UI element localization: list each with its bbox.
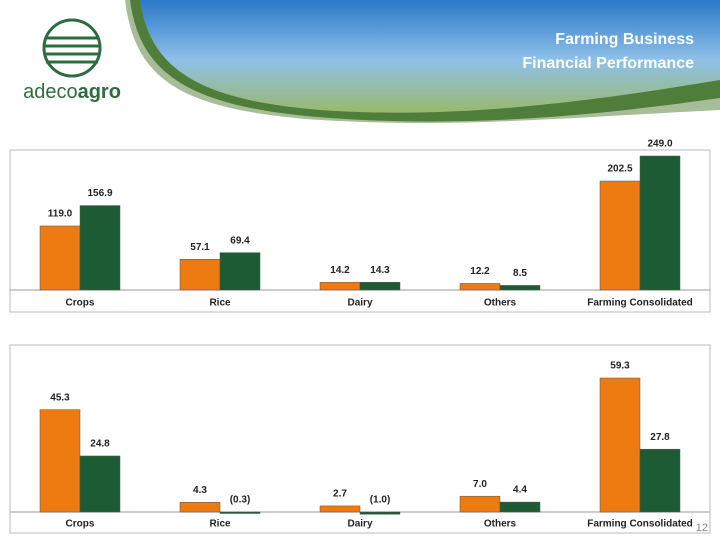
x-tick-label: Rice bbox=[209, 519, 231, 530]
bar bbox=[219, 252, 261, 291]
bar bbox=[359, 511, 401, 515]
value-label: 156.9 bbox=[87, 188, 112, 199]
bar bbox=[459, 283, 501, 291]
bar bbox=[39, 225, 81, 291]
value-label: 2.7 bbox=[333, 489, 347, 500]
value-label: 8.5 bbox=[513, 268, 527, 279]
value-label: 119.0 bbox=[48, 209, 73, 220]
page-number: 12 bbox=[696, 522, 708, 534]
value-label: 4.3 bbox=[193, 485, 207, 496]
value-label: 57.1 bbox=[190, 242, 210, 253]
x-tick-label: Rice bbox=[209, 298, 231, 309]
bar bbox=[79, 205, 121, 291]
x-tick-label: Others bbox=[484, 519, 517, 530]
bar bbox=[599, 377, 641, 513]
bar bbox=[219, 511, 261, 514]
value-label: 4.4 bbox=[513, 485, 527, 496]
logo-mark bbox=[42, 18, 102, 78]
value-label: 59.3 bbox=[610, 361, 630, 372]
slide-title: Financial Performance bbox=[522, 55, 694, 72]
value-label: 249.0 bbox=[647, 139, 672, 150]
value-label: 14.2 bbox=[330, 265, 350, 276]
bar bbox=[79, 455, 121, 513]
value-label: 12.2 bbox=[470, 266, 490, 277]
value-label: 14.3 bbox=[370, 265, 390, 276]
x-tick-label: Dairy bbox=[347, 519, 372, 530]
value-label: 7.0 bbox=[473, 479, 487, 490]
bar bbox=[359, 282, 401, 291]
slide-title: Farming Business bbox=[555, 31, 694, 48]
bar bbox=[179, 259, 221, 291]
bar bbox=[599, 180, 641, 291]
bar bbox=[39, 409, 81, 513]
value-label: 24.8 bbox=[90, 439, 110, 450]
value-label: 45.3 bbox=[50, 392, 70, 403]
value-label: (0.3) bbox=[230, 495, 251, 506]
logo-part: agro bbox=[78, 81, 121, 103]
bar bbox=[499, 501, 541, 513]
x-tick-label: Farming Consolidated bbox=[587, 298, 693, 309]
bar bbox=[179, 502, 221, 513]
bar bbox=[459, 495, 501, 513]
bar bbox=[319, 282, 361, 291]
x-tick-label: Crops bbox=[66, 298, 95, 309]
bar bbox=[639, 448, 681, 513]
value-label: 27.8 bbox=[650, 432, 670, 443]
logo-text: adecoagro bbox=[23, 81, 121, 103]
x-tick-label: Crops bbox=[66, 519, 95, 530]
value-label: 69.4 bbox=[230, 235, 250, 246]
x-tick-label: Others bbox=[484, 298, 517, 309]
logo-part: adeco bbox=[23, 81, 78, 103]
x-tick-label: Farming Consolidated bbox=[587, 519, 693, 530]
value-label: (1.0) bbox=[370, 495, 391, 506]
bar bbox=[499, 285, 541, 291]
chart-frame bbox=[9, 344, 711, 534]
x-tick-label: Dairy bbox=[347, 298, 372, 309]
chart-frame bbox=[9, 149, 711, 313]
bar bbox=[639, 155, 681, 291]
bar bbox=[319, 505, 361, 513]
value-label: 202.5 bbox=[607, 164, 632, 175]
